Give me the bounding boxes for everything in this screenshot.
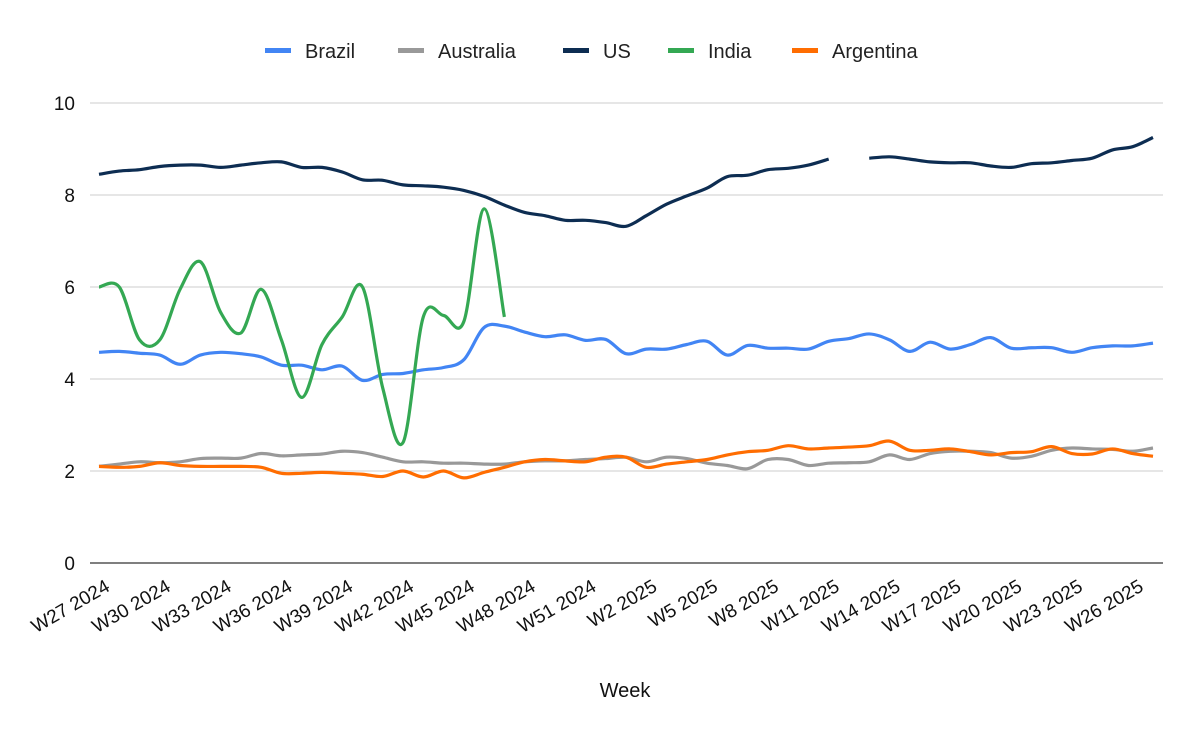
legend: Brazil Australia US India Argentina bbox=[265, 41, 918, 63]
series-line-us bbox=[869, 136, 1154, 170]
y-axis: 0 2 4 6 8 10 bbox=[54, 94, 76, 575]
series-line-brazil bbox=[98, 322, 1154, 383]
y-tick-label: 8 bbox=[64, 186, 75, 207]
legend-swatch-us bbox=[563, 48, 589, 53]
series-line-india bbox=[98, 207, 506, 447]
series-line-us bbox=[98, 157, 830, 229]
legend-label-us: US bbox=[603, 41, 631, 63]
legend-swatch-argentina bbox=[792, 48, 818, 53]
x-axis-title: Week bbox=[600, 680, 652, 702]
x-tick-label: W2 2025 bbox=[584, 576, 660, 632]
legend-swatch-brazil bbox=[265, 48, 291, 53]
series-line-argentina bbox=[98, 439, 1154, 480]
y-tick-label: 6 bbox=[64, 278, 75, 299]
y-tick-label: 10 bbox=[54, 94, 75, 115]
gridlines bbox=[90, 102, 1163, 564]
y-tick-label: 0 bbox=[64, 554, 75, 575]
series-lines bbox=[98, 136, 1154, 480]
x-tick-label: W5 2025 bbox=[645, 576, 721, 632]
legend-label-india: India bbox=[708, 41, 752, 63]
y-tick-label: 2 bbox=[64, 462, 75, 483]
legend-label-argentina: Argentina bbox=[832, 41, 918, 63]
legend-label-australia: Australia bbox=[438, 41, 517, 63]
y-tick-label: 4 bbox=[64, 370, 75, 391]
legend-swatch-australia bbox=[398, 48, 424, 53]
legend-swatch-india bbox=[668, 48, 694, 53]
legend-label-brazil: Brazil bbox=[305, 41, 355, 63]
